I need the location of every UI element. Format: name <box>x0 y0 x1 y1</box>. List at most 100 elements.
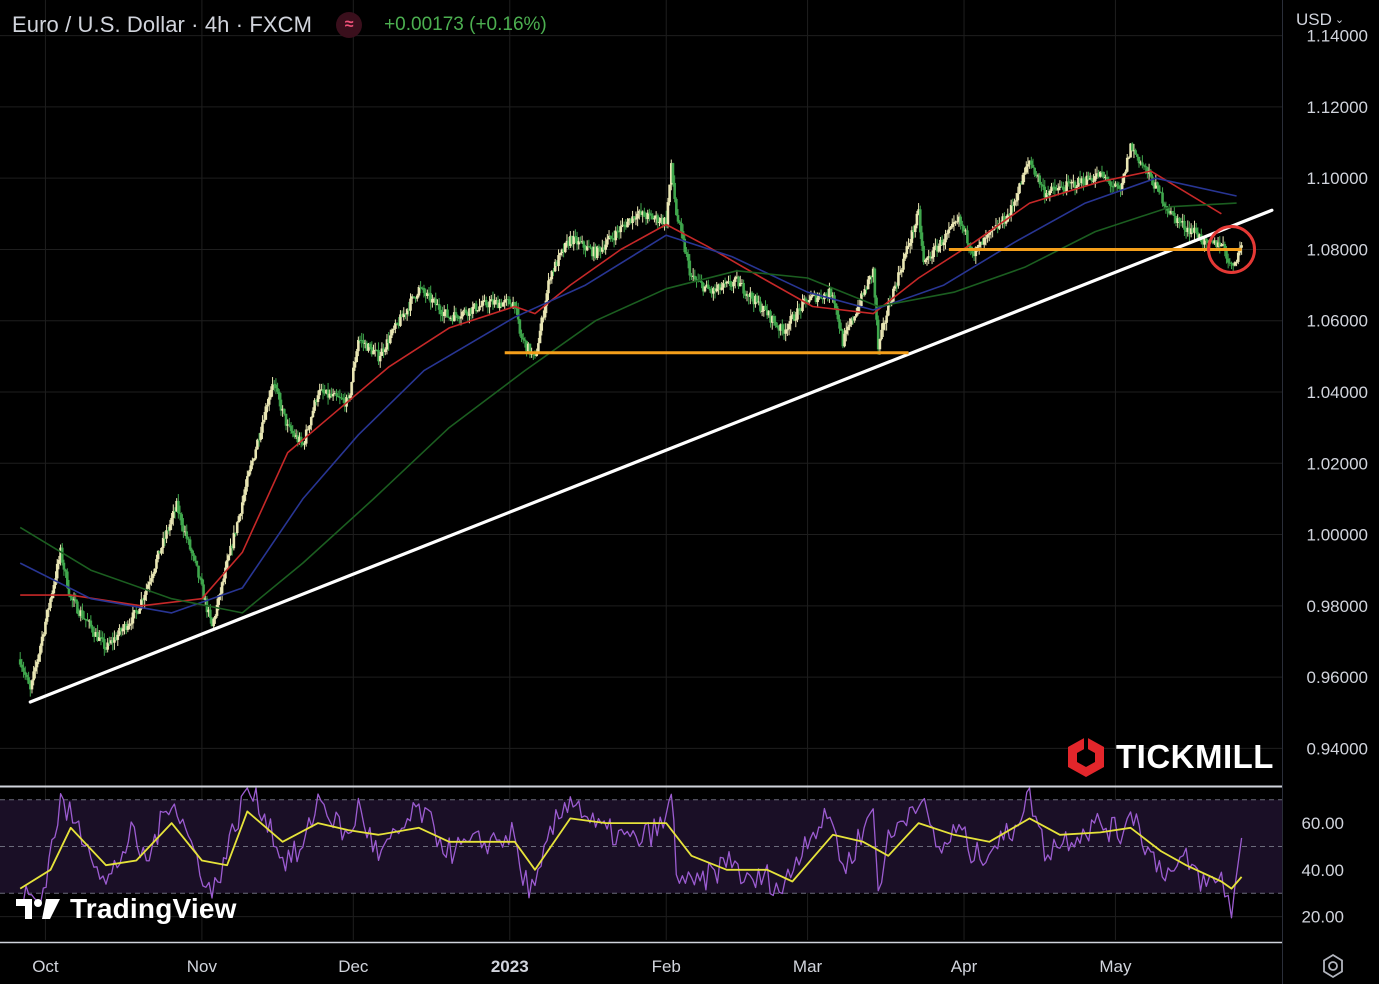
price-candle <box>799 308 803 312</box>
price-candle <box>1213 240 1217 244</box>
price-candle <box>513 302 517 309</box>
price-candle <box>1240 245 1243 248</box>
price-candle <box>76 601 79 614</box>
price-candle <box>491 299 495 305</box>
price-candle <box>409 298 412 311</box>
price-candle <box>178 513 182 515</box>
currency-selector[interactable]: USD ⌄ <box>1296 10 1344 30</box>
price-candle <box>39 645 42 655</box>
price-candle <box>621 224 624 227</box>
price-candle <box>424 292 427 296</box>
price-candle <box>843 333 846 347</box>
time-tick-label: Nov <box>187 957 218 976</box>
price-candle <box>240 502 244 514</box>
price-candle <box>718 284 722 290</box>
price-candle <box>166 530 170 532</box>
price-candle <box>437 304 441 310</box>
price-candle <box>792 314 796 321</box>
price-candle <box>977 244 981 247</box>
price-candle <box>664 217 668 225</box>
price-tick-label: 1.04000 <box>1307 383 1368 402</box>
price-candle <box>893 285 897 289</box>
price-candle <box>266 404 269 407</box>
price-tick-label: 0.96000 <box>1307 668 1368 687</box>
price-candle <box>64 569 67 572</box>
price-candle <box>234 532 237 534</box>
trendline[interactable] <box>28 208 1274 704</box>
price-candle <box>1204 238 1208 241</box>
price-candle <box>387 339 390 344</box>
price-candle <box>765 310 769 316</box>
price-candle <box>481 300 485 306</box>
price-candle <box>908 242 912 246</box>
time-tick-label: Feb <box>652 957 681 976</box>
price-candle <box>806 299 809 303</box>
price-candle <box>1186 227 1190 233</box>
price-candle <box>574 235 577 238</box>
price-candle <box>1221 244 1225 246</box>
price-candle <box>151 573 155 579</box>
price-candle <box>764 305 767 311</box>
price-candle <box>1119 188 1122 190</box>
price-candle <box>264 406 268 420</box>
price-candle <box>173 511 177 513</box>
price-candle <box>738 283 742 287</box>
price-candle <box>1085 175 1089 186</box>
price-candle <box>1117 185 1121 189</box>
price-candle <box>538 330 542 344</box>
price-candle <box>385 339 389 350</box>
price-candle <box>399 314 402 326</box>
price-candle <box>986 234 989 238</box>
price-candle <box>377 350 380 362</box>
price-candle <box>79 610 83 616</box>
price-candle <box>929 256 932 259</box>
price-candle <box>1216 242 1220 247</box>
price-candle <box>976 246 979 248</box>
price-candle <box>643 211 646 217</box>
price-candle <box>873 268 877 298</box>
price-candle <box>303 443 306 445</box>
price-candle <box>1065 181 1068 192</box>
price-candle <box>293 433 296 437</box>
price-candle <box>1218 242 1222 247</box>
price-candle <box>550 271 554 280</box>
price-candle <box>939 239 942 246</box>
price-candle <box>42 634 46 637</box>
price-candle <box>1078 177 1082 184</box>
price-candle <box>419 287 422 289</box>
symbol-title[interactable]: Euro / U.S. Dollar · 4h · FXCM <box>12 12 313 37</box>
price-candle <box>87 620 91 622</box>
price-candle <box>496 300 500 309</box>
price-candle <box>431 299 434 303</box>
price-candle <box>617 231 621 233</box>
time-tick-label: 2023 <box>491 957 529 976</box>
price-candle <box>417 287 421 296</box>
price-candle <box>193 556 197 561</box>
price-candle <box>611 238 614 240</box>
price-candle <box>279 399 283 411</box>
highlight-circle[interactable] <box>1207 224 1257 274</box>
price-candle <box>661 217 665 225</box>
price-candle <box>124 624 128 630</box>
price-candle <box>560 249 564 254</box>
price-candle <box>486 305 490 308</box>
price-candle <box>533 353 537 356</box>
price-candle <box>511 302 515 308</box>
price-candle <box>829 288 833 297</box>
price-candle <box>291 430 295 434</box>
price-candle <box>429 293 432 303</box>
price-candle <box>251 460 254 466</box>
price-candle <box>710 290 713 294</box>
price-candle <box>1028 160 1031 165</box>
price-candle <box>1021 174 1025 185</box>
price-candle <box>330 393 333 397</box>
settings-gear-icon[interactable] <box>1320 953 1346 979</box>
price-candle <box>414 297 417 299</box>
price-candle <box>479 305 483 307</box>
price-candle <box>525 340 528 352</box>
price-candle <box>678 221 681 223</box>
wave-icon[interactable]: ≈ <box>336 12 363 38</box>
price-candle <box>1189 228 1193 235</box>
price-candle <box>368 343 372 348</box>
